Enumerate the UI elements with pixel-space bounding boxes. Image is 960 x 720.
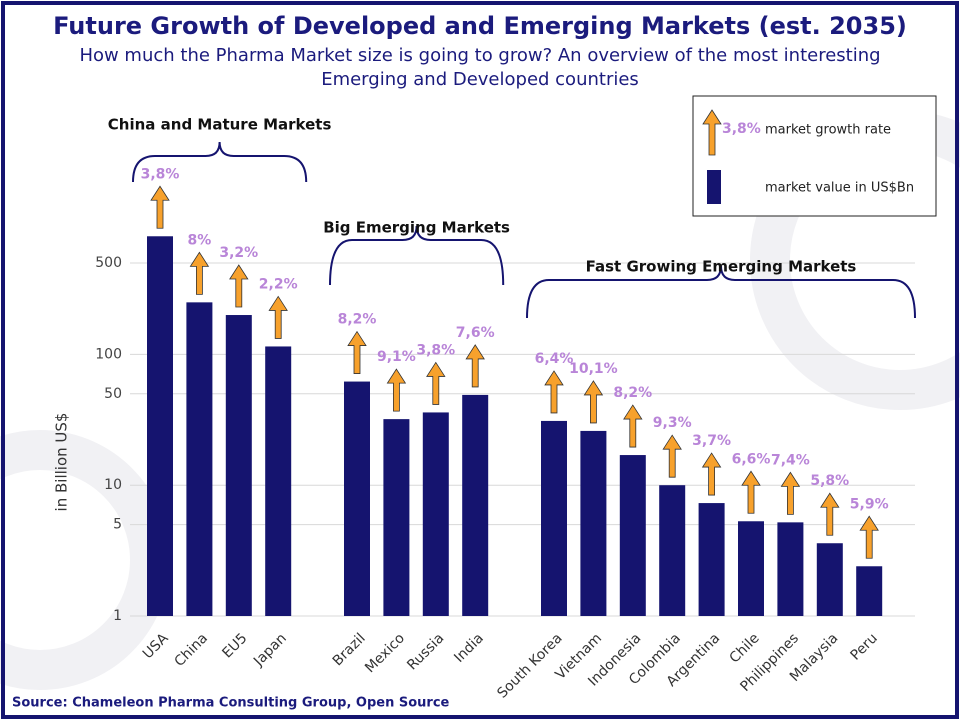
legend-box (692, 95, 937, 217)
legend: 3,8% market growth rate market value in … (692, 95, 937, 217)
growth-label: 3,2% (219, 245, 258, 261)
growth-label: 3,7% (692, 433, 731, 449)
source: Source: Chameleon Pharma Consulting Grou… (12, 696, 450, 711)
bar (856, 566, 883, 616)
group-label: Fast Growing Emerging Markets (586, 258, 857, 276)
legend-text: market value in US$Bn (765, 181, 914, 196)
growth-arrow (268, 295, 288, 339)
y-tick-label: 10 (104, 477, 122, 493)
growth-label: 10,1% (569, 361, 618, 377)
y-axis-label: in Billion US$ (53, 413, 71, 512)
growth-label: 6,4% (535, 351, 574, 367)
growth-arrow (150, 185, 170, 229)
growth-label: 8% (188, 232, 212, 248)
bar (659, 485, 686, 616)
growth-label: 7,4% (771, 452, 810, 468)
growth-label: 3,8% (141, 166, 180, 182)
growth-arrow (347, 330, 367, 374)
bar (383, 419, 410, 616)
chart-subtitle: How much the Pharma Market size is going… (79, 45, 881, 90)
growth-arrow (189, 251, 210, 295)
growth-arrow (583, 380, 604, 424)
growth-arrow (780, 471, 801, 515)
growth-arrow (465, 344, 485, 388)
bar (580, 430, 607, 616)
legend-text: market growth rate (765, 123, 891, 138)
y-tick-label: 5 (113, 517, 122, 533)
y-tick-label: 100 (95, 346, 122, 362)
growth-label: 3,8% (416, 342, 455, 358)
growth-label: 5,8% (810, 473, 849, 489)
bar (541, 420, 567, 616)
growth-arrow (701, 452, 722, 496)
legend-arrow (702, 109, 722, 156)
bar (619, 455, 646, 616)
growth-label: 6,6% (732, 451, 771, 467)
bar (816, 543, 843, 616)
growth-arrow (229, 264, 249, 308)
growth-arrow (623, 404, 643, 448)
y-tick-label: 1 (113, 608, 122, 624)
growth-label: 7,6% (456, 325, 495, 341)
growth-label: 8,2% (613, 385, 652, 401)
bar (777, 522, 804, 616)
bar (265, 346, 292, 616)
bar (225, 315, 252, 616)
growth-arrow (662, 434, 682, 478)
bar (147, 236, 173, 617)
legend-growth-sample: 3,8% (722, 121, 761, 137)
bar (698, 503, 725, 616)
growth-arrow (859, 515, 879, 559)
growth-label: 8,2% (338, 312, 377, 328)
growth-label: 2,2% (259, 276, 298, 292)
group-label: China and Mature Markets (108, 116, 332, 134)
legend-swatch (707, 170, 721, 204)
group-label: Big Emerging Markets (323, 219, 510, 237)
bar (462, 394, 489, 616)
growth-arrow (741, 470, 761, 514)
growth-arrow (820, 492, 840, 536)
growth-arrow (386, 368, 407, 412)
subtitle-box: How much the Pharma Market size is going… (79, 45, 881, 90)
bar (186, 302, 213, 616)
group-brace (526, 265, 916, 319)
bar (344, 381, 370, 616)
chart-title: Future Growth of Developed and Emerging … (53, 12, 907, 40)
growth-label: 9,1% (377, 349, 416, 365)
growth-label: 5,9% (850, 496, 889, 512)
group-brace (329, 225, 505, 286)
bar (422, 412, 449, 616)
y-tick-label: 50 (104, 386, 122, 402)
bar (738, 521, 764, 616)
group-brace (132, 141, 308, 183)
growth-arrow (544, 370, 564, 414)
growth-label: 9,3% (653, 415, 692, 431)
growth-arrow (426, 361, 446, 405)
y-tick-label: 500 (95, 255, 122, 271)
